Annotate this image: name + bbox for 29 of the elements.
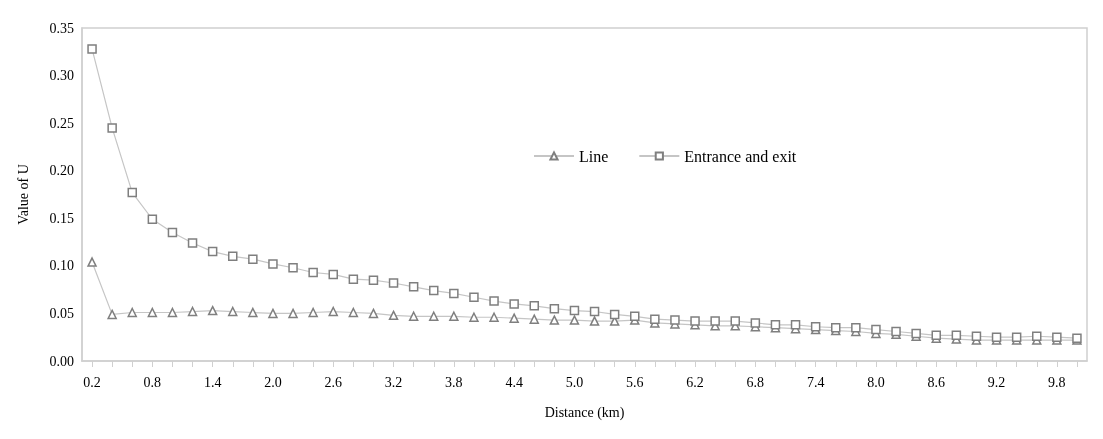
- x-tick-label: 2.6: [324, 374, 342, 390]
- x-tick-label: 6.8: [746, 374, 765, 390]
- x-tick-label: 9.8: [1048, 374, 1066, 390]
- x-tick-label: 8.6: [927, 374, 945, 390]
- y-axis-title: Value of U: [15, 164, 31, 225]
- x-tick-label: 5.6: [626, 374, 644, 390]
- x-tick-label: 8.0: [867, 374, 885, 390]
- y-tick-label: 0.20: [49, 163, 74, 179]
- x-tick-label: 5.0: [565, 374, 584, 390]
- x-tick-label: 7.4: [806, 374, 825, 390]
- y-tick-label: 0.30: [49, 68, 74, 84]
- x-tick-label: 3.2: [384, 374, 403, 390]
- x-tick-label: 2.0: [264, 374, 282, 390]
- x-tick-label: 0.8: [143, 374, 162, 390]
- x-tick-label: 3.8: [445, 374, 463, 390]
- x-tick-label: 1.4: [203, 374, 222, 390]
- legend-label: Entrance and exit: [684, 147, 797, 165]
- x-tick-label: 9.2: [987, 374, 1006, 390]
- y-tick-label: 0.15: [49, 210, 74, 226]
- x-axis-title: Distance (km): [544, 404, 625, 421]
- y-tick-label: 0.35: [49, 20, 74, 36]
- x-tick-label: 0.2: [83, 374, 101, 390]
- y-tick-label: 0.10: [49, 258, 74, 274]
- y-tick-label: 0.25: [49, 115, 74, 131]
- y-tick-label: 0.00: [49, 353, 74, 369]
- y-tick-label: 0.05: [49, 305, 74, 321]
- legend-label: Line: [579, 147, 609, 165]
- x-tick-label: 4.4: [505, 374, 523, 390]
- x-tick-label: 6.2: [686, 374, 704, 390]
